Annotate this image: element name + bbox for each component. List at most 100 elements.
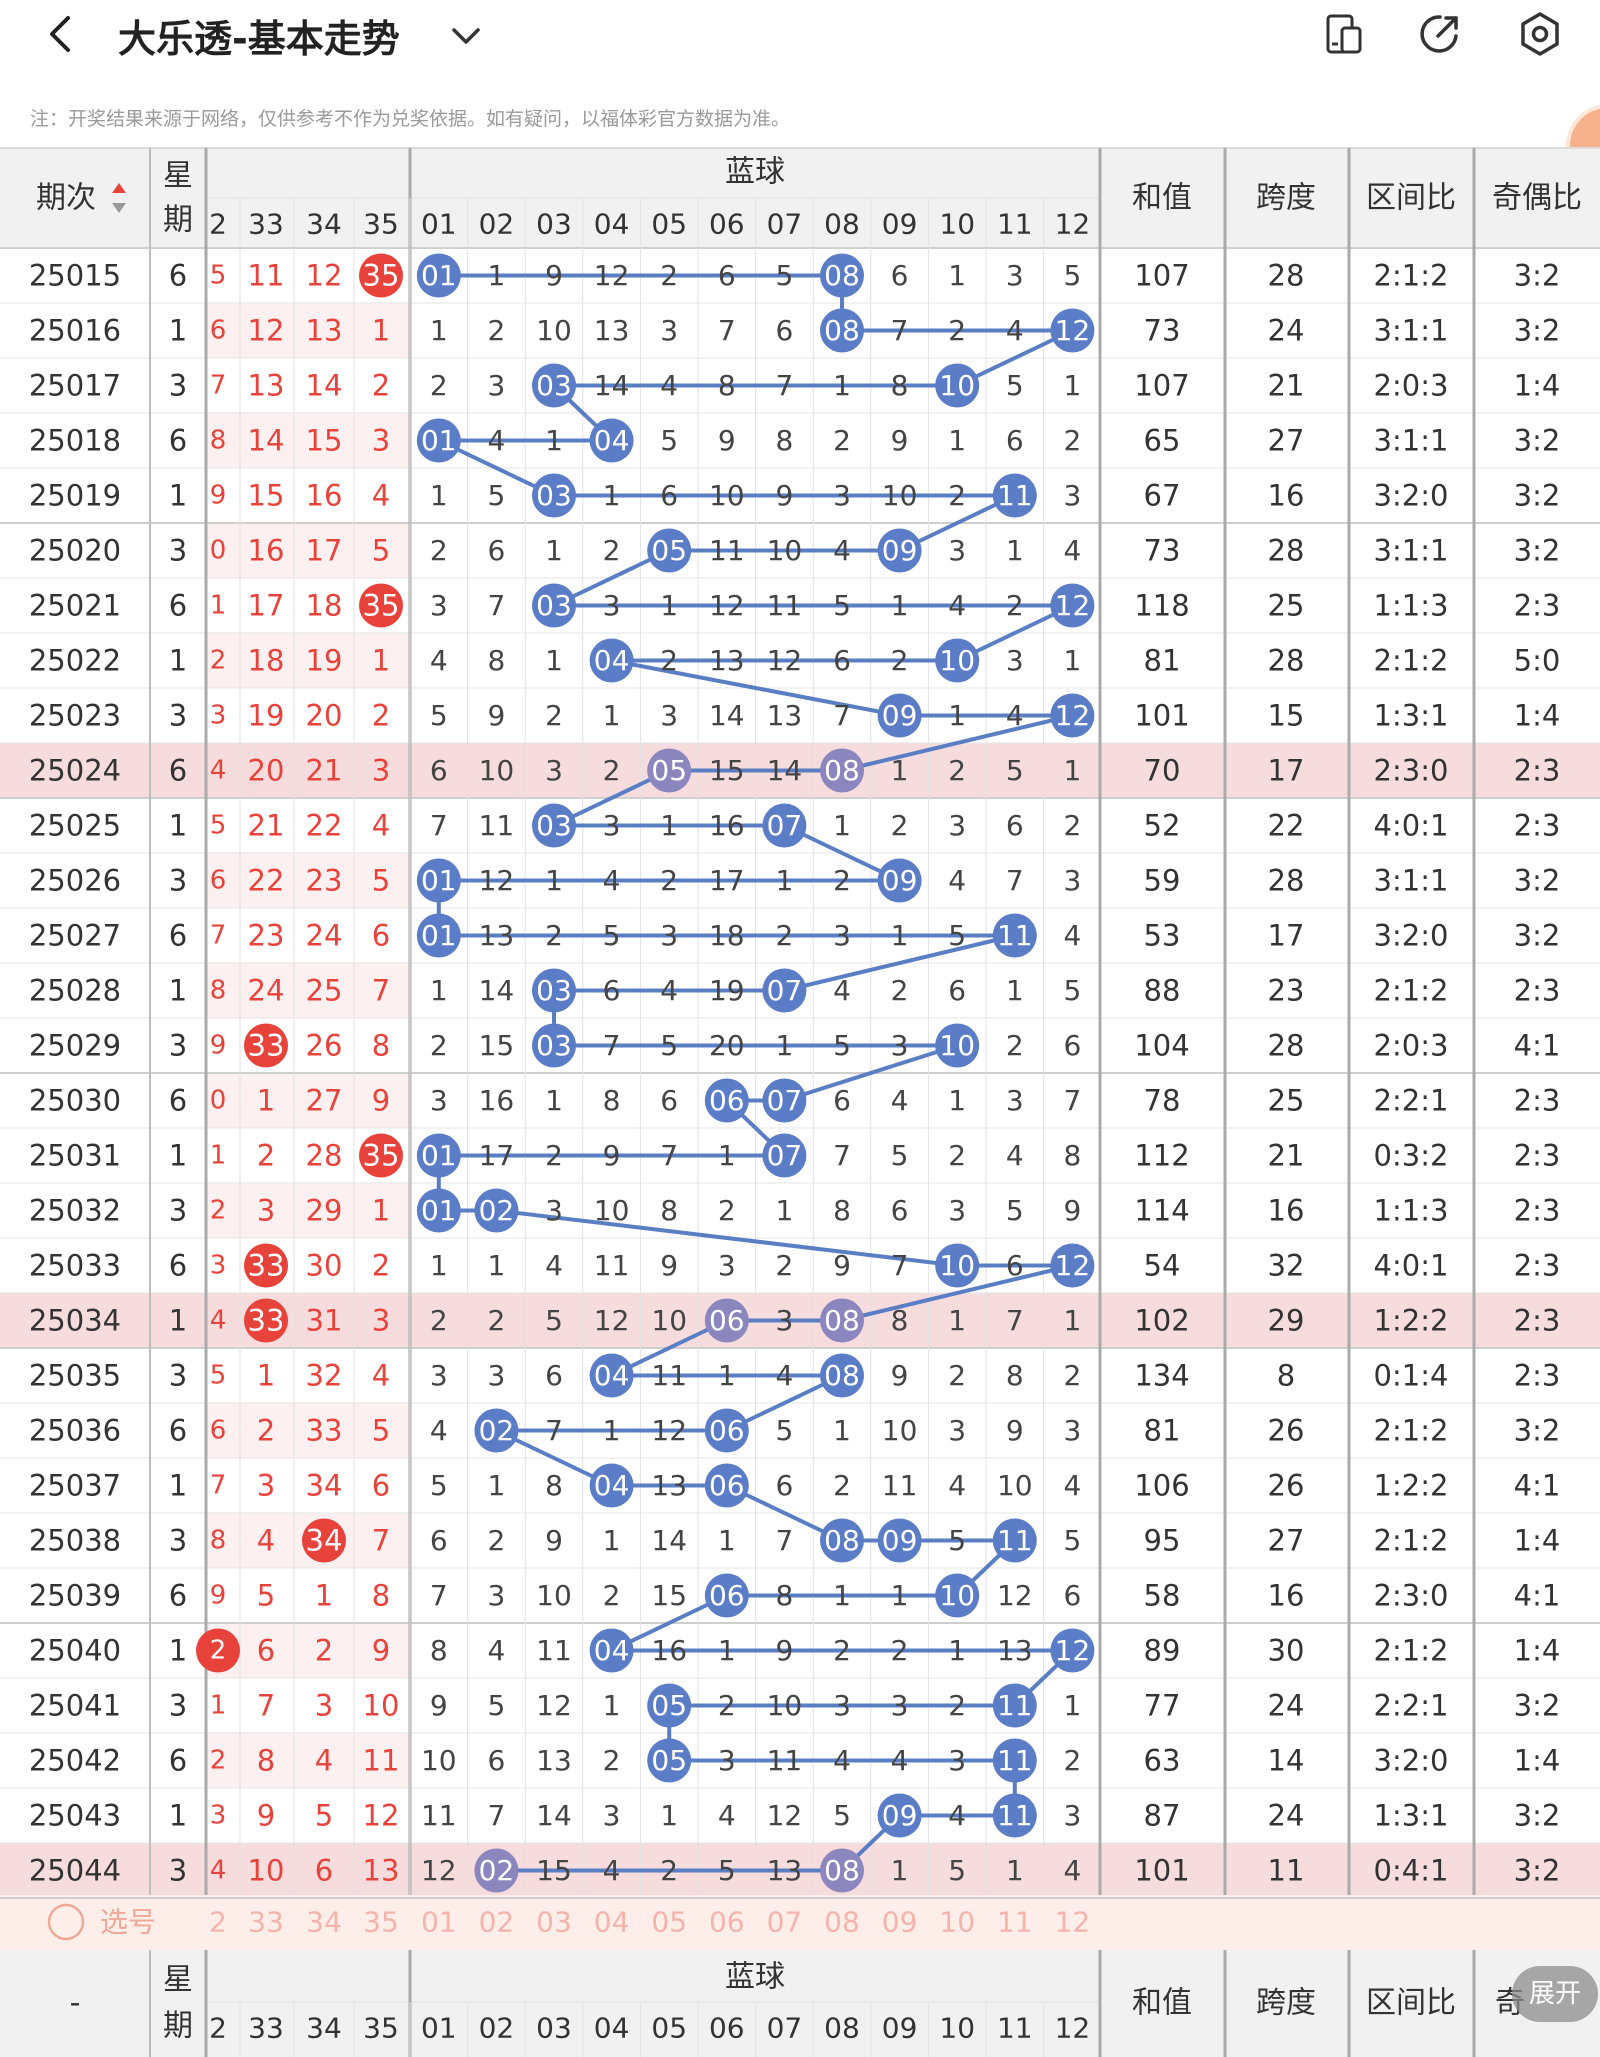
issue-cell: 25040 (29, 1634, 121, 1668)
blue-miss-count: 1 (603, 699, 621, 732)
red-miss-count: 9 (210, 1581, 227, 1611)
blue-miss-count: 1 (948, 1634, 966, 1667)
red-ball-number: 35 (363, 1139, 400, 1173)
footer-blue-num: 04 (594, 2012, 630, 2045)
span-cell: 14 (1268, 1744, 1305, 1778)
chevron-left-icon[interactable] (38, 10, 86, 58)
select-blue-number[interactable]: 04 (594, 1906, 630, 1939)
blue-miss-count: 8 (833, 1194, 851, 1227)
select-blue-number[interactable]: 10 (939, 1906, 975, 1939)
layout-toggle-icon[interactable] (1320, 10, 1368, 58)
blue-ball-number: 08 (824, 314, 860, 347)
red-miss-count: 7 (210, 1471, 227, 1501)
select-red-number[interactable]: 35 (363, 1906, 399, 1939)
settings-icon[interactable] (1516, 10, 1564, 58)
blue-miss-count: 13 (767, 1854, 803, 1887)
blue-miss-count: 9 (603, 1139, 621, 1172)
span-cell: 32 (1268, 1249, 1305, 1283)
zone-cell: 2:0:3 (1374, 369, 1449, 403)
blue-miss-count: 13 (651, 1469, 687, 1502)
sum-cell: 107 (1134, 369, 1189, 403)
select-blue-number[interactable]: 02 (479, 1906, 515, 1939)
zone-cell: 1:3:1 (1374, 699, 1449, 733)
blue-miss-count: 1 (891, 919, 909, 952)
blue-ball-number: 11 (997, 1689, 1033, 1722)
blue-miss-count: 13 (997, 1634, 1033, 1667)
red-miss-count: 3 (210, 1251, 227, 1281)
red-ball (196, 1628, 240, 1673)
red-miss-count: 5 (372, 864, 390, 898)
zone-cell: 3:1:1 (1374, 424, 1449, 458)
blue-miss-count: 4 (833, 974, 851, 1007)
select-blue-number[interactable]: 12 (1055, 1906, 1091, 1939)
week-cell: 6 (169, 919, 187, 953)
span-cell: 28 (1268, 644, 1305, 678)
odd-cell: 2:3 (1514, 1304, 1561, 1338)
blue-ball (474, 1848, 519, 1893)
blue-miss-count: 1 (833, 1414, 851, 1447)
blue-ball-number: 01 (421, 259, 457, 292)
blue-miss-count: 2 (948, 1139, 966, 1172)
blue-miss-count: 3 (487, 369, 505, 402)
blue-miss-count: 1 (948, 699, 966, 732)
select-red-number[interactable]: 34 (306, 1906, 342, 1939)
red-miss-count: 9 (257, 1799, 275, 1833)
blue-ball-number: 07 (767, 1139, 803, 1172)
share-icon[interactable] (1416, 10, 1464, 58)
select-blue-number[interactable]: 11 (997, 1906, 1033, 1939)
zone-cell: 2:1:2 (1374, 1414, 1449, 1448)
blue-ball-number: 10 (939, 644, 975, 677)
blue-ball (589, 1463, 634, 1508)
footer-red-num: 2 (209, 2012, 227, 2045)
select-red-number[interactable]: 33 (248, 1906, 284, 1939)
blue-ball (416, 858, 461, 903)
blue-ball (1050, 583, 1095, 628)
blue-miss-count: 2 (833, 1634, 851, 1667)
blue-ball-number: 03 (536, 974, 572, 1007)
week-cell: 6 (169, 1414, 187, 1448)
select-radio[interactable] (47, 1903, 85, 1941)
odd-cell: 2:3 (1514, 1084, 1561, 1118)
span-cell: 16 (1268, 1579, 1305, 1613)
blue-ball (647, 1738, 692, 1783)
blue-miss-count: 11 (882, 1469, 918, 1502)
select-blue-number[interactable]: 09 (882, 1906, 918, 1939)
page-title[interactable]: 大乐透-基本走势 (118, 17, 400, 61)
blue-miss-count: 1 (430, 1249, 448, 1282)
blue-ball-number: 01 (421, 1194, 457, 1227)
select-blue-number[interactable]: 05 (651, 1906, 687, 1939)
red-ball-number: 2 (210, 1636, 227, 1666)
odd-cell: 2:3 (1514, 1139, 1561, 1173)
week-cell: 6 (169, 1579, 187, 1613)
red-miss-count: 10 (248, 1854, 285, 1888)
select-blue-number[interactable]: 03 (536, 1906, 572, 1939)
chevron-down-icon[interactable] (442, 12, 490, 60)
blue-ball (704, 1408, 749, 1453)
week-cell: 3 (169, 534, 187, 568)
blue-miss-count: 4 (1006, 1139, 1024, 1172)
header-red-num: 2 (209, 208, 227, 241)
select-blue-number[interactable]: 01 (421, 1906, 457, 1939)
blue-miss-count: 5 (430, 699, 448, 732)
blue-ball-number: 05 (651, 754, 687, 787)
week-cell: 3 (169, 864, 187, 898)
select-red-number[interactable]: 2 (209, 1906, 227, 1939)
select-label[interactable]: 选号 (100, 1906, 156, 1939)
blue-miss-count: 14 (479, 974, 515, 1007)
select-blue-number[interactable]: 08 (824, 1906, 860, 1939)
blue-miss-count: 1 (833, 369, 851, 402)
blue-miss-count: 9 (545, 1524, 563, 1557)
blue-miss-count: 4 (891, 1744, 909, 1777)
expand-button[interactable]: 展开 (1512, 1966, 1598, 2022)
zone-cell: 0:3:2 (1374, 1139, 1449, 1173)
odd-cell: 3:2 (1514, 1799, 1561, 1833)
zone-cell: 4:0:1 (1374, 809, 1449, 843)
blue-ball (935, 363, 980, 408)
red-miss-count: 3 (257, 1194, 275, 1228)
select-blue-number[interactable]: 06 (709, 1906, 745, 1939)
red-miss-count: 8 (372, 1579, 390, 1613)
red-miss-count: 23 (248, 919, 285, 953)
blue-miss-count: 3 (1006, 259, 1024, 292)
select-blue-number[interactable]: 07 (767, 1906, 803, 1939)
blue-miss-count: 11 (421, 1799, 457, 1832)
